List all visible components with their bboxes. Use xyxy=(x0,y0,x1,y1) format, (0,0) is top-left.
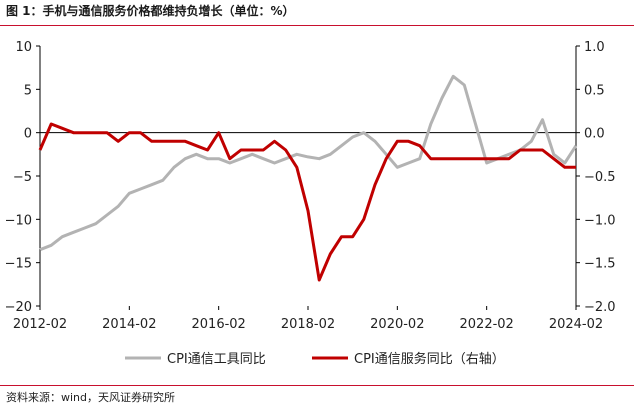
series-lines xyxy=(38,74,578,282)
right-axis-tick-label: −1.0 xyxy=(584,213,616,228)
legend-label: CPI通信服务同比（右轴） xyxy=(354,351,505,367)
series-line-right xyxy=(38,122,576,282)
left-axis-tick-label: 0 xyxy=(24,127,32,142)
legend: CPI通信工具同比 CPI通信服务同比（右轴） xyxy=(125,351,505,367)
right-axis-tick-label: 0.5 xyxy=(584,83,605,98)
right-axis-tick-label: 0.0 xyxy=(584,127,605,142)
x-axis-tick-label: 2022-02 xyxy=(460,317,514,332)
x-axis-tick-label: 2024-02 xyxy=(549,317,603,332)
left-axis-tick-label: −15 xyxy=(5,257,32,272)
left-axis-tick-label: 10 xyxy=(15,40,32,55)
x-axis-tick-label: 2012-02 xyxy=(13,317,67,332)
page-title: 图 1：手机与通信服务价格都维持负增长（单位：%） xyxy=(6,4,295,18)
source-note: 资料来源：wind，天风证券研究所 xyxy=(6,391,176,404)
right-axis-tick-label: 1.0 xyxy=(584,40,605,55)
source-divider xyxy=(0,385,634,386)
series-line-left xyxy=(39,74,578,252)
title-divider xyxy=(0,25,634,26)
right-axis-tick-label: −0.5 xyxy=(584,170,616,185)
x-axis-tick-label: 2018-02 xyxy=(281,317,335,332)
right-axis-tick-label: −1.5 xyxy=(584,257,616,272)
x-axis-tick-label: 2016-02 xyxy=(192,317,246,332)
axes: 10 5 0 −5 −10 −15 −20 1.0 0.5 0.0 −0.5 −1.0 −1.5 −2.0… xyxy=(5,40,616,332)
x-axis-tick-label: 2014-02 xyxy=(102,317,156,332)
left-axis-tick-label: −10 xyxy=(5,213,32,228)
left-axis-tick-label: −5 xyxy=(13,170,32,185)
legend-label: CPI通信工具同比 xyxy=(167,352,266,367)
left-axis-tick-label: 5 xyxy=(24,83,32,98)
line-chart: 10 5 0 −5 −10 −15 −20 1.0 0.5 0.0 −0.5 −1.0 −1.5 −2.0… xyxy=(5,40,616,367)
right-axis-tick-label: −2.0 xyxy=(584,300,616,315)
x-axis-tick-label: 2020-02 xyxy=(370,317,424,332)
left-axis-tick-label: −20 xyxy=(5,300,32,315)
